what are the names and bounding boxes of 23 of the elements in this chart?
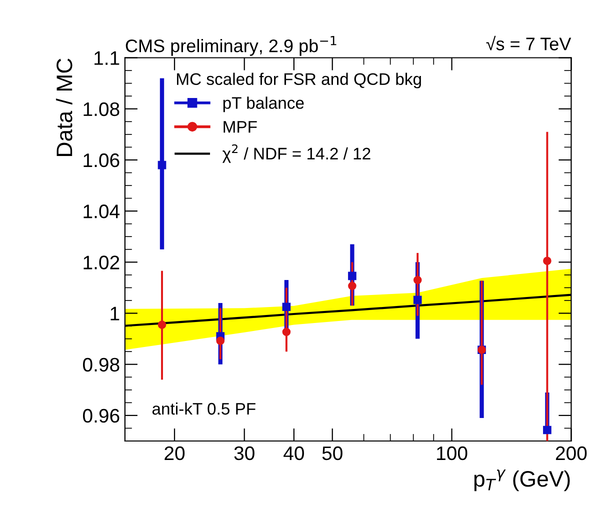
text: √s = 7 TeV [486, 36, 572, 50]
y-tick-label: 1.1 [94, 51, 120, 65]
x-tick-label: 200 [556, 446, 587, 460]
x-tick-label: 100 [437, 446, 468, 460]
x-tick-label: 50 [322, 446, 342, 460]
chart-title: CMS preliminary, 2.9 pb$^{−1}$ [126, 36, 336, 56]
y-tick-label: 1.02 [84, 256, 120, 270]
legend-label: pT balance [223, 96, 304, 112]
y-tick-label: 1 [110, 306, 120, 320]
y-axis-title: Data / MC [56, 58, 72, 156]
x-axis-title: p$_{T}$$^{γ}$ (GeV) [474, 470, 570, 492]
y-tick-label: 1.04 [84, 204, 120, 218]
y-tick-label: 0.98 [83, 358, 120, 372]
y-tick-label: 1.08 [84, 102, 120, 116]
x-tick-label: 20 [164, 446, 185, 460]
x-tick-label: 30 [234, 446, 254, 460]
legend-label: χ$^{2}$ / NDF = 14.2 / 12 [222, 144, 370, 163]
legend-title: MC scaled for FSR and QCD bkg [177, 72, 421, 88]
annotation: anti-kT 0.5 PF [152, 402, 256, 415]
y-tick-label: 0.96 [83, 408, 120, 423]
legend-label: MPF [224, 121, 257, 133]
y-tick-label: 1.06 [84, 153, 120, 168]
x-tick-label: 40 [284, 446, 304, 460]
